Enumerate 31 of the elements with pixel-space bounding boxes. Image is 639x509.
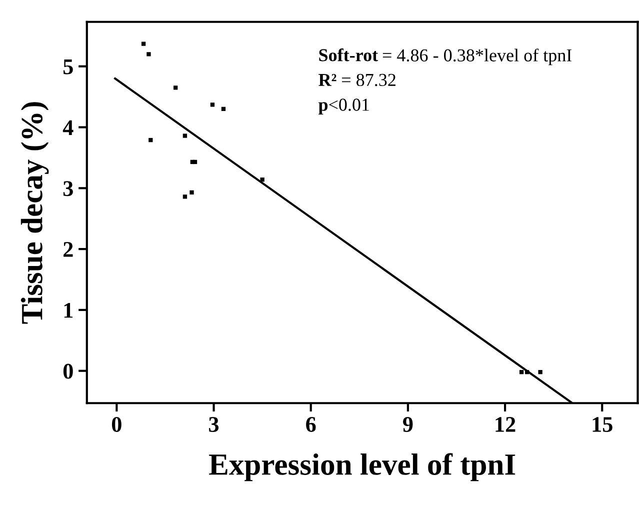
x-tick-label: 9 [402,417,413,432]
y-tick-label: 3 [63,181,73,196]
x-tick-label: 15 [592,417,612,432]
x-tick-label: 12 [496,417,516,432]
y-tick-label: 2 [64,242,73,257]
point [148,138,153,142]
y-tick-label: 4 [62,120,74,135]
annotation: Soft-rot = 4.86 - 0.38*level of tpnI [319,48,572,66]
point [221,106,226,112]
x-axis-title: Expression level of tpnI [209,453,516,482]
point [146,52,151,56]
x-tick-label: 0 [112,416,122,432]
point [519,370,524,374]
x-tick-label: 3 [209,417,219,432]
y-tick-label: 1 [64,302,73,318]
point [260,178,264,182]
y-tick-label: 5 [63,60,73,74]
point [538,370,542,374]
point [524,370,530,374]
point [182,194,188,199]
point [141,42,146,46]
y-tick-label: 0 [63,364,73,379]
annotation: p<0.01 [318,98,369,115]
y-axis-title: Tissue decay (%) [20,102,49,324]
annotation: R² = 87.32 [318,74,396,86]
x-tick-label: 6 [306,417,316,432]
point [192,160,198,164]
point [173,86,178,90]
point [182,134,188,138]
point [190,190,194,194]
point [210,102,215,107]
